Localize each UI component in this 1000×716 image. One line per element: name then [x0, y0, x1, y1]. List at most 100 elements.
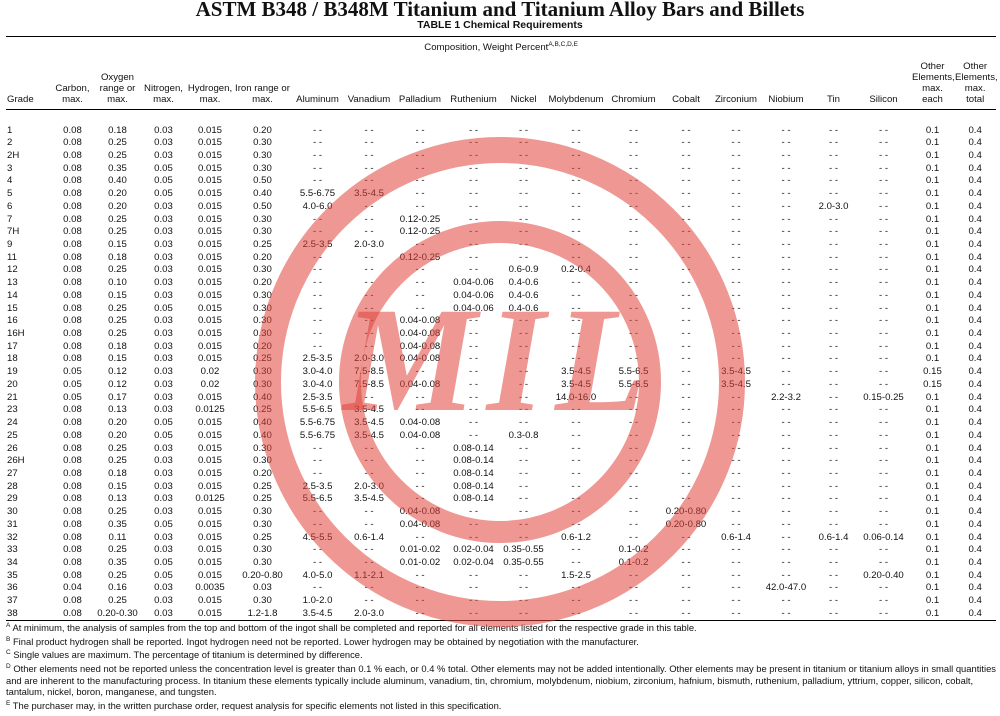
- cell: 0.1: [925, 353, 940, 365]
- cell: 0.08: [63, 226, 82, 238]
- cell: 0.40: [253, 391, 272, 403]
- cell: - -: [811, 607, 856, 622]
- cell: 0.4: [968, 506, 982, 518]
- cell: - -: [312, 582, 323, 594]
- cell: 0.015: [197, 162, 222, 174]
- cell: - -: [731, 175, 741, 187]
- table-body: 1 0.08 0.18 0.03 0.015 0.20- -- -- -- -- -- -…: [6, 110, 997, 622]
- cell: 0.30: [253, 366, 272, 378]
- cell: 0.15: [108, 353, 127, 365]
- cell: 3.5-4.5: [721, 378, 751, 390]
- footnotes: A At minimum, the analysis of samples fr…: [6, 620, 998, 712]
- cell: 0.1: [925, 124, 940, 136]
- cell: - -: [415, 137, 425, 149]
- cell: - -: [628, 149, 639, 161]
- cell: 0.04-0.06: [453, 302, 494, 314]
- cell: 0.30: [253, 213, 272, 225]
- table-row: 6 0.08 0.20 0.03 0.015 0.50 4.0-6.0 - - - - - - - …: [6, 201, 996, 214]
- cell: - -: [518, 582, 529, 594]
- cell: 0.1: [925, 544, 940, 556]
- cell: - -: [571, 226, 581, 238]
- cell: 0.015: [197, 188, 222, 200]
- cell: 0.1: [925, 417, 940, 429]
- cell: 0.18: [108, 467, 127, 479]
- cell: - -: [731, 556, 741, 568]
- cell: 5.5-6.5: [302, 493, 333, 505]
- table-row: 26 0.08 0.25 0.03 0.015 0.30 - - - - - - 0.08-0.1…: [6, 442, 996, 455]
- cell: 0.04-0.08: [399, 378, 441, 390]
- cell: - -: [468, 417, 479, 429]
- cell: 0.1-0.2: [618, 544, 649, 556]
- cell: 0.18: [108, 340, 127, 352]
- cell: - -: [681, 531, 691, 543]
- cell: 0.08: [63, 353, 82, 365]
- cell: - -: [828, 467, 839, 479]
- cell: 0.03: [141, 607, 186, 622]
- cell: 0.05: [154, 556, 173, 568]
- cell: - -: [681, 417, 691, 429]
- cell: 0.6-1.4: [818, 531, 849, 543]
- cell: - -: [828, 302, 839, 314]
- cell: 0.0035: [195, 582, 225, 594]
- cell: 0.25: [108, 137, 127, 149]
- cell: - -: [364, 506, 374, 518]
- cell: 0.20-0.80: [242, 569, 283, 581]
- cell: 0.6-0.9: [508, 264, 539, 276]
- cell: 0.1: [925, 213, 940, 225]
- cell: - -: [415, 582, 425, 594]
- cell: - -: [518, 378, 529, 390]
- cell: - -: [468, 595, 479, 607]
- grade-cell: 7H: [7, 226, 20, 238]
- cell: - -: [468, 506, 479, 518]
- cell: 0.4: [968, 467, 982, 479]
- cell: 0.4: [968, 366, 982, 378]
- cell: - -: [571, 302, 581, 314]
- grade-cell: 32: [7, 531, 18, 543]
- cell: 0.25: [108, 213, 127, 225]
- cell: 0.40: [253, 429, 272, 441]
- cell: - -: [628, 417, 639, 429]
- cell: 0.30: [253, 302, 272, 314]
- cell: 0.03: [154, 277, 173, 289]
- cell: 0.20: [108, 417, 127, 429]
- cell: - -: [681, 149, 691, 161]
- cell: - -: [781, 404, 791, 416]
- cell: 0.4-0.6: [508, 302, 539, 314]
- cell: 0.015: [197, 429, 222, 441]
- title: ASTM B348 / B348M Titanium and Titanium …: [195, 0, 805, 21]
- cell: 0.08: [63, 315, 82, 327]
- cell: 0.4: [968, 200, 982, 212]
- cell: 0.015: [197, 239, 222, 251]
- cell: - -: [468, 149, 479, 161]
- cell: - -: [518, 188, 529, 200]
- column-header: Aluminum: [291, 53, 344, 111]
- cell: - -: [781, 429, 791, 441]
- cell: 0.08: [63, 264, 82, 276]
- cell: 0.6-1.2: [561, 531, 591, 543]
- cell: 0.4: [968, 149, 982, 161]
- table-row: 15 0.08 0.25 0.05 0.015 0.30 - - - - - - 0.04-0.0…: [6, 302, 996, 315]
- cell: - -: [781, 544, 791, 556]
- cell: 0.40: [253, 417, 272, 429]
- cell: - -: [518, 137, 529, 149]
- table-row: 9 0.08 0.15 0.03 0.015 0.25 2.5-3.5 2.0-3.0 - - -…: [6, 239, 996, 252]
- cell: - -: [781, 340, 791, 352]
- cell: - -: [828, 264, 839, 276]
- cell: - -: [731, 417, 741, 429]
- cell: - -: [781, 556, 791, 568]
- cell: 0.4-0.6: [508, 289, 539, 301]
- cell: - -: [628, 251, 639, 263]
- cell: 0.1: [925, 188, 940, 200]
- cell: - -: [571, 429, 581, 441]
- cell: - -: [518, 480, 529, 492]
- cell: 0.4: [968, 175, 982, 187]
- cell: 0.15: [923, 378, 942, 390]
- cell: 0.05: [154, 569, 173, 581]
- cell: 0.04-0.08: [399, 353, 441, 365]
- cell: - -: [628, 124, 639, 136]
- column-header: Grade: [6, 53, 51, 111]
- cell: 0.1: [925, 302, 940, 314]
- grade-cell: 2H: [7, 149, 20, 161]
- cell: 0.30: [253, 328, 272, 340]
- cell: - -: [781, 302, 791, 314]
